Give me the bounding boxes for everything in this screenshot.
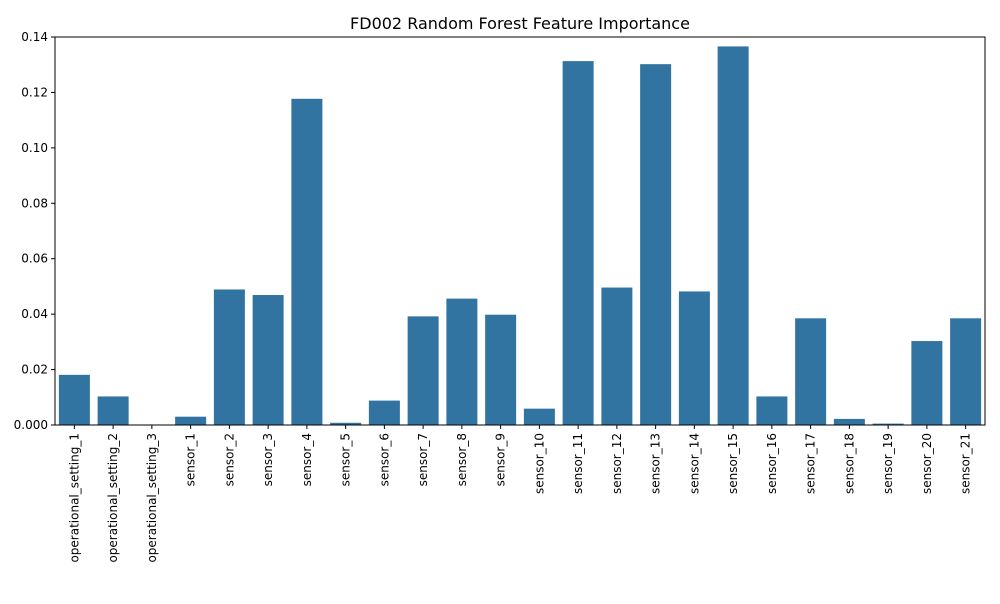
bar-sensor_8: [446, 298, 478, 425]
x-tick-label: sensor_7: [416, 433, 430, 486]
x-tick-label: operational_setting_1: [67, 433, 81, 563]
bar-operational_setting_2: [97, 396, 129, 425]
y-tick-label: 0.04: [21, 307, 48, 321]
bar-sensor_9: [485, 314, 517, 425]
bar-sensor_6: [368, 400, 400, 425]
y-tick-label: 0.02: [21, 363, 48, 377]
bar-sensor_16: [756, 396, 788, 425]
x-tick-label: sensor_15: [726, 433, 740, 494]
bar-sensor_15: [717, 46, 749, 426]
bar-sensor_3: [252, 295, 284, 425]
x-tick-label: sensor_9: [494, 433, 508, 486]
x-tick-label: sensor_10: [532, 433, 546, 494]
bar-sensor_12: [601, 287, 633, 425]
bar-sensor_11: [562, 61, 594, 426]
bar-sensor_5: [330, 422, 362, 425]
plot-frame: [54, 36, 986, 426]
x-tick-label: sensor_2: [222, 433, 236, 486]
bar-sensor_13: [640, 64, 672, 425]
x-axis: operational_setting_1 operational_setting…: [67, 425, 973, 563]
bar-sensor_19: [872, 423, 904, 425]
x-tick-label: sensor_11: [571, 433, 585, 494]
y-tick-label: 0.14: [21, 30, 48, 44]
bar-operational_setting_1: [58, 374, 90, 425]
x-tick-label: sensor_14: [687, 433, 701, 494]
bars-group: [58, 46, 982, 426]
bar-sensor_17: [795, 318, 827, 425]
y-tick-label: 0.10: [21, 141, 48, 155]
x-tick-label: sensor_8: [455, 433, 469, 486]
x-tick-label: sensor_20: [920, 433, 934, 494]
bar-sensor_4: [291, 98, 323, 426]
bar-sensor_10: [523, 408, 555, 425]
y-tick-label: 0.08: [21, 196, 48, 210]
bar-sensor_21: [950, 318, 982, 425]
x-tick-label: sensor_13: [649, 433, 663, 494]
x-tick-label: sensor_6: [377, 433, 391, 486]
x-tick-label: sensor_16: [765, 433, 779, 494]
x-tick-label: sensor_1: [184, 433, 198, 486]
y-axis: 0.000 0.02 0.04 0.06 0.08 0.10 0.12 0.14: [14, 30, 55, 432]
bar-sensor_14: [678, 291, 710, 425]
x-tick-label: sensor_4: [300, 433, 314, 486]
x-tick-label: sensor_3: [261, 433, 275, 486]
bar-sensor_1: [175, 416, 207, 425]
y-tick-label: 0.12: [21, 85, 48, 99]
bar-sensor_18: [833, 418, 865, 425]
x-tick-label: operational_setting_3: [145, 433, 159, 563]
bar-sensor_7: [407, 316, 439, 425]
y-tick-label: 0.000: [14, 418, 48, 432]
x-tick-label: sensor_17: [804, 433, 818, 494]
bar-sensor_2: [213, 289, 245, 425]
bar-sensor_20: [911, 341, 943, 425]
x-tick-label: sensor_5: [339, 433, 353, 486]
x-tick-label: sensor_12: [610, 433, 624, 494]
x-tick-label: sensor_21: [959, 433, 973, 494]
x-tick-label: operational_setting_2: [106, 433, 120, 563]
chart-title: FD002 Random Forest Feature Importance: [350, 14, 690, 33]
x-tick-label: sensor_18: [842, 433, 856, 494]
y-tick-label: 0.06: [21, 252, 48, 266]
x-tick-label: sensor_19: [881, 433, 895, 494]
